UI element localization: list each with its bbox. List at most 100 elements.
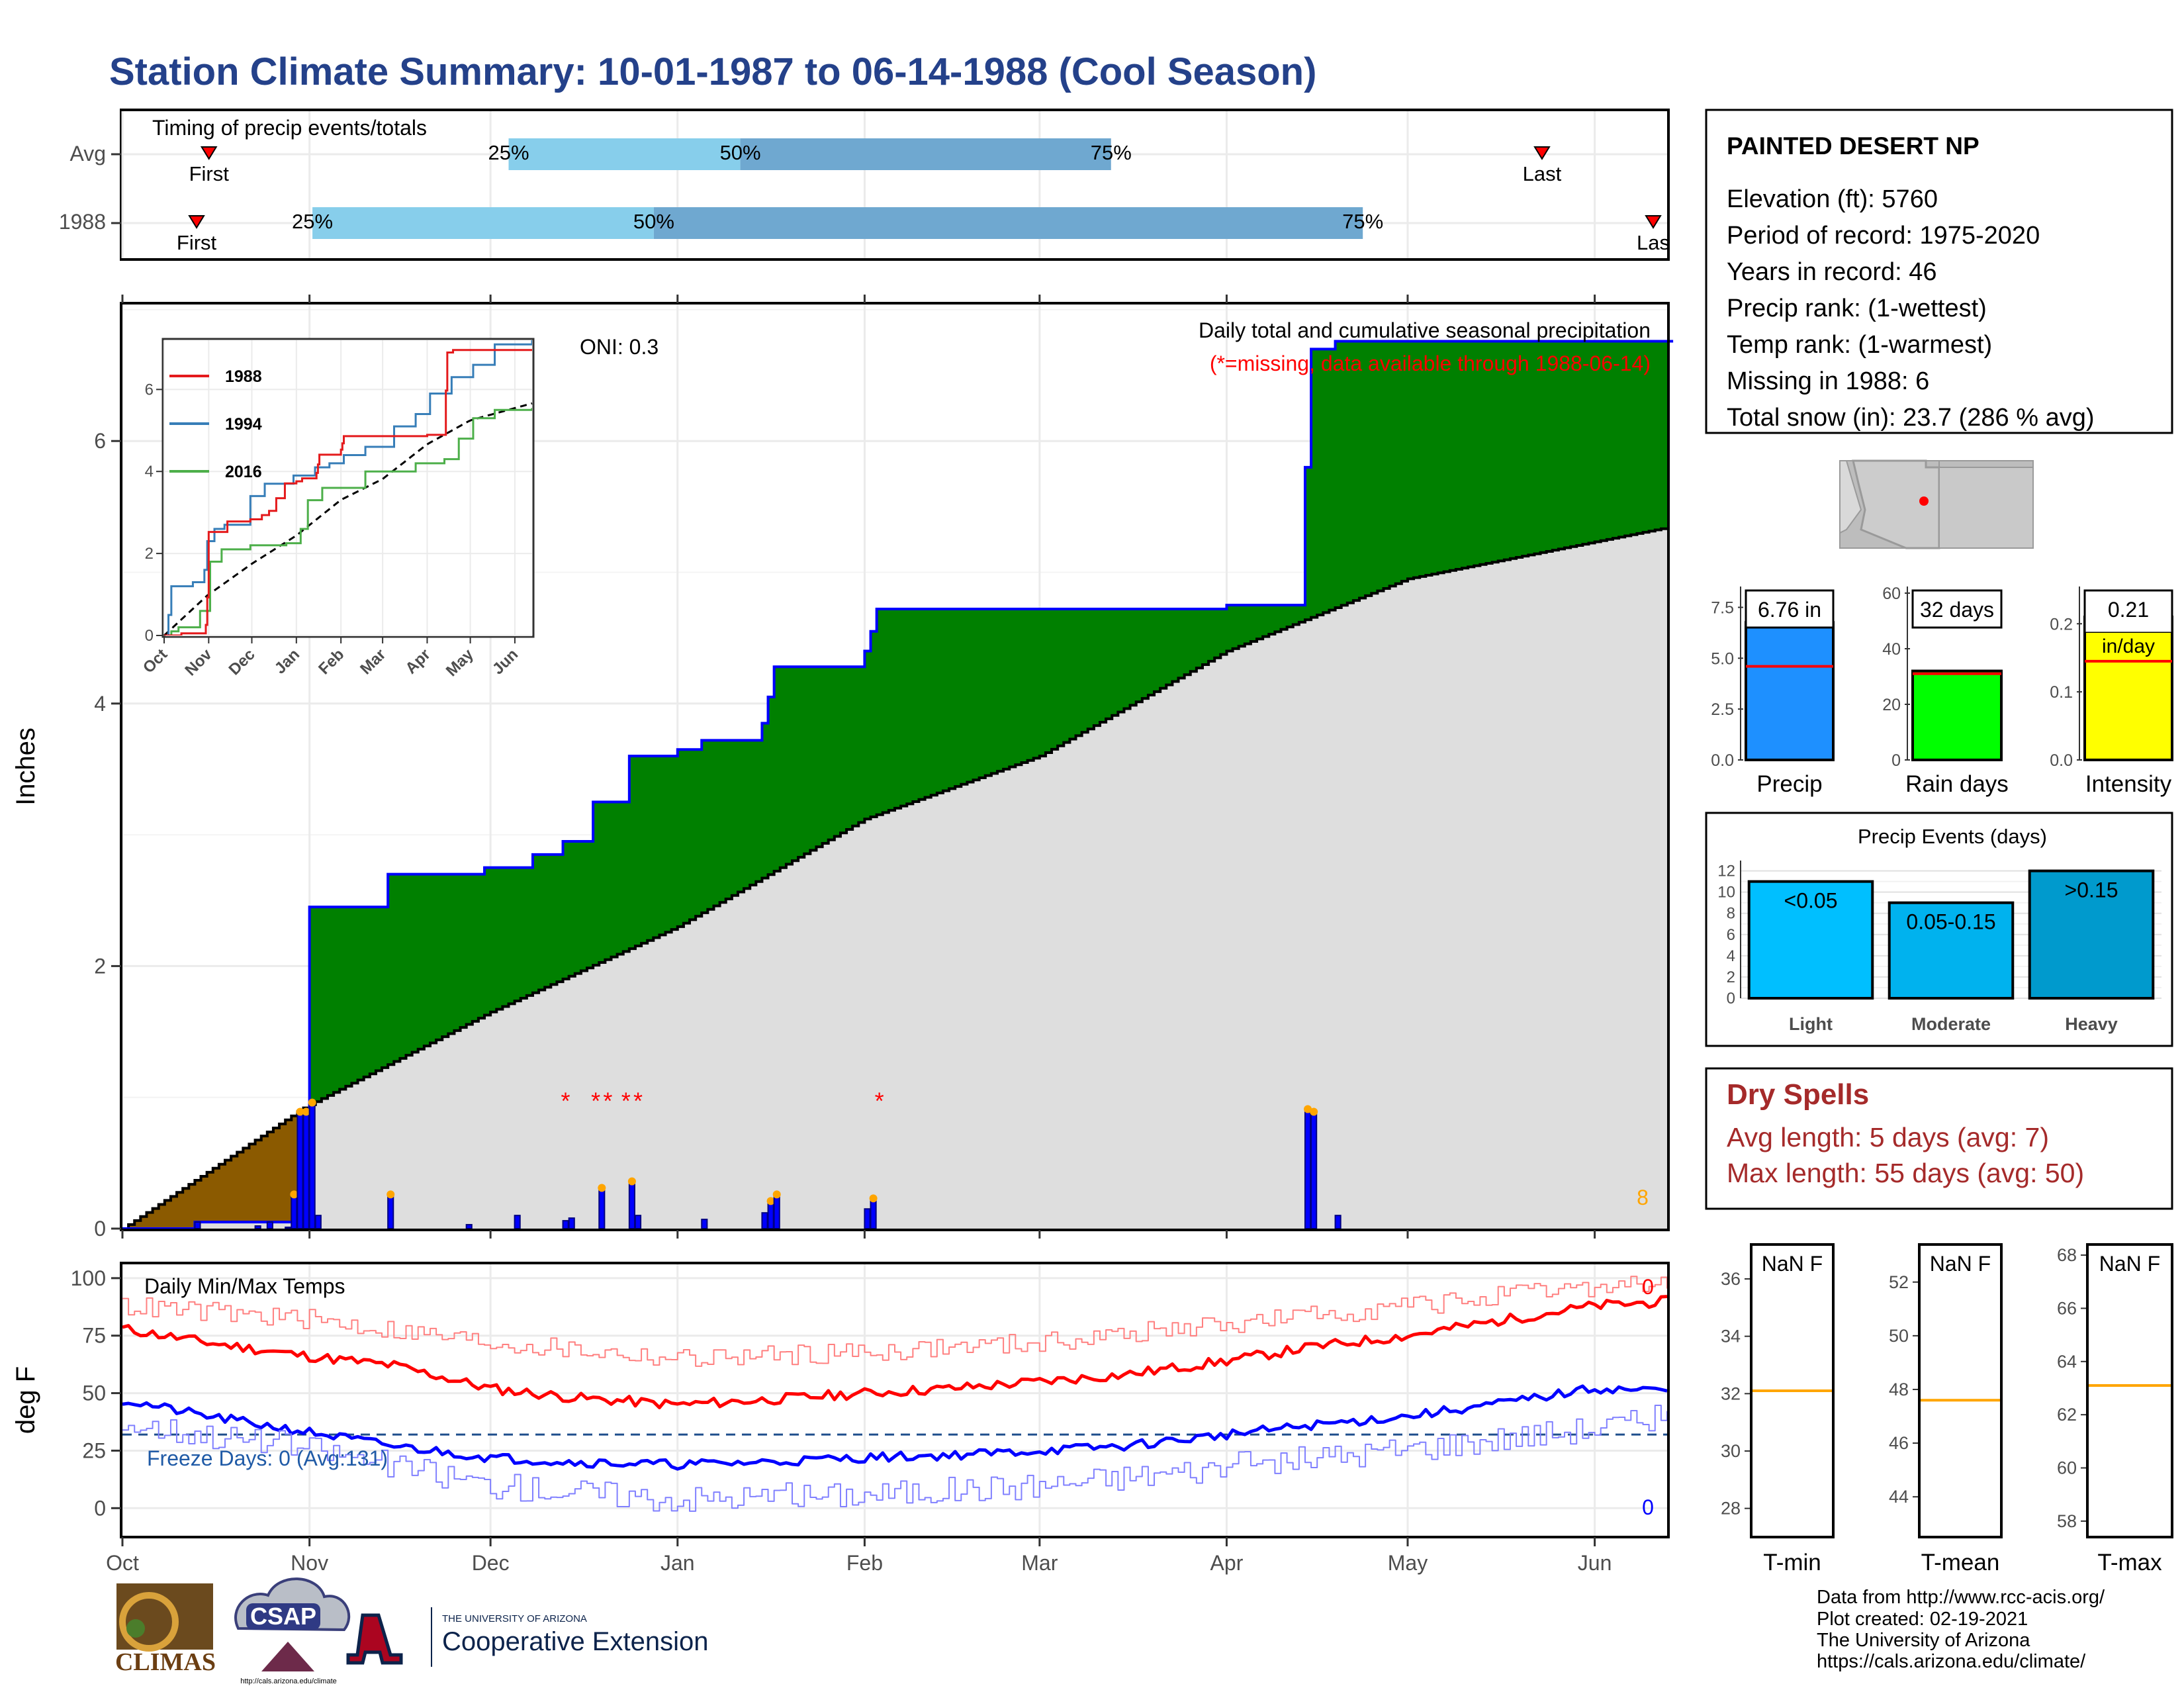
- daily-precip-bar: [598, 1188, 606, 1229]
- tempbox-tick-label: 62: [2057, 1405, 2077, 1425]
- inset-y-tick-label: 2: [145, 545, 154, 563]
- map-state-arizona: [1852, 459, 1940, 549]
- daily-precip-bar: [870, 1199, 877, 1230]
- precip-frame: [120, 302, 1670, 1231]
- climas-leaf-icon: [126, 1619, 145, 1638]
- snow-marker: [290, 1190, 298, 1199]
- timing-label-50: 50%: [720, 141, 761, 164]
- timing-label-75: 75%: [1342, 210, 1383, 233]
- month-tick-label: Oct: [106, 1551, 139, 1575]
- summary-tick-label: 40: [1882, 640, 1901, 659]
- events-tick-label: 8: [1727, 905, 1735, 923]
- snow-marker: [1310, 1107, 1318, 1116]
- daily-precip-bar: [194, 1221, 201, 1229]
- daily-precip-bar: [634, 1215, 642, 1229]
- daily-precip-bar: [308, 1103, 316, 1230]
- month-tick-label: Nov: [291, 1551, 328, 1575]
- tempbox-tick-label: 68: [2057, 1245, 2077, 1265]
- daily-precip-bar: [761, 1212, 768, 1229]
- snow-marker: [387, 1190, 395, 1199]
- missing-data-marker: *: [561, 1088, 570, 1115]
- daily-precip-bar: [254, 1225, 261, 1230]
- daily-precip-bar: [628, 1182, 635, 1229]
- credit-university: The University of Arizona: [1817, 1630, 2030, 1651]
- daily-precip-bar: [1304, 1109, 1312, 1229]
- events-bar-label: <0.05: [1784, 889, 1838, 913]
- ua-logo: THE UNIVERSITY OF ARIZONA Cooperative Ex…: [346, 1607, 708, 1667]
- timing-bar-50-75: [740, 138, 1111, 170]
- daily-precip-bar: [1334, 1215, 1342, 1229]
- snow-marker: [302, 1107, 310, 1116]
- events-category-label: Light: [1789, 1014, 1833, 1034]
- climas-sun-icon: [119, 1592, 179, 1652]
- events-bar-moderate: [1888, 901, 2015, 1000]
- missing-data-marker: *: [633, 1088, 643, 1115]
- month-tick-label: Jan: [660, 1551, 695, 1575]
- temp-y-label: deg F: [11, 1366, 40, 1434]
- missing-data-marker: *: [621, 1088, 631, 1115]
- timing-label-25: 25%: [488, 141, 529, 164]
- dry-spells: Dry Spells Avg length: 5 days (avg: 7) M…: [1705, 1067, 2173, 1210]
- precip-panel: * * * * * * Daily total and cumulative season…: [11, 302, 1674, 1241]
- temp-record-max-line: [122, 1276, 1668, 1367]
- oni-label: ONI: 0.3: [580, 335, 659, 359]
- tempbox-tick-label: 50: [1889, 1326, 1909, 1346]
- summary-tick-label: 0.0: [1711, 751, 1734, 770]
- events-bar-label: 0.05-0.15: [1906, 910, 1995, 934]
- month-tick-label: Jun: [1578, 1551, 1612, 1575]
- tempbox-tick-label: 60: [2057, 1458, 2077, 1478]
- summary-tick-label: 0.2: [2050, 615, 2073, 633]
- ua-line-2: Cooperative Extension: [442, 1627, 708, 1656]
- observed-cumulative-line: [122, 340, 1674, 1230]
- snow-marker: [296, 1107, 304, 1116]
- summary-sub-bg: [2086, 633, 2171, 659]
- timing-last-label: Last: [1523, 162, 1562, 185]
- precip-y-tick-label: 0: [94, 1217, 106, 1241]
- daily-precip-bar: [701, 1219, 708, 1229]
- inset-y-tick-label: 4: [145, 463, 154, 481]
- events-bar-label: >0.15: [2065, 878, 2118, 902]
- tempbox-frame-t-mean: [1918, 1243, 2003, 1538]
- month-tick-label: May: [1388, 1551, 1428, 1575]
- tempbox-tick-label: 46: [1889, 1433, 1909, 1453]
- temp-frame: [120, 1262, 1670, 1538]
- summary-tick-label: 5.0: [1711, 649, 1734, 668]
- missing-note: (*=missing, data available through 1988-…: [1210, 352, 1651, 375]
- month-tick-label: Feb: [846, 1551, 883, 1575]
- timing-label-75: 75%: [1091, 141, 1132, 164]
- station-line-temp-rank: Temp rank: (1-warmest): [1727, 331, 1992, 359]
- precip-y-label: Inches: [11, 727, 40, 806]
- events-category-label: Heavy: [2065, 1014, 2118, 1034]
- station-name: PAINTED DESERT NP: [1727, 132, 1979, 160]
- temp-avg-max-line: [122, 1295, 1668, 1409]
- tempbox-tick-label: 44: [1889, 1487, 1909, 1507]
- events-bar-heavy: [2028, 869, 2155, 1000]
- station-line-elevation: Elevation (ft): 5760: [1727, 185, 1938, 213]
- summary-value-label: 32 days: [1920, 598, 1994, 622]
- inset-legend-label: 2016: [225, 463, 262, 481]
- daily-precip-bar: [314, 1215, 322, 1229]
- station-info: PAINTED DESERT NP Elevation (ft): 5760 P…: [1705, 109, 2173, 434]
- timing-bar-25-50: [312, 207, 654, 239]
- tempbox-value-label: NaN F: [1930, 1252, 1991, 1276]
- summary-tick-label: 0.1: [2050, 683, 2073, 702]
- credit-plot-created: Plot created: 02-19-2021: [1817, 1609, 2028, 1630]
- hot-day-count: 0: [1642, 1275, 1654, 1299]
- freeze-days-label: Freeze Days: 0 (Avg:131): [147, 1446, 388, 1470]
- tempbox-category-label: T-max: [2097, 1550, 2162, 1575]
- daily-precip-bar: [864, 1208, 871, 1230]
- month-tick-label: Apr: [1210, 1551, 1244, 1575]
- timing-row-label-year: 1988: [59, 210, 106, 234]
- daily-precip-bar: [767, 1201, 774, 1230]
- tempbox-tick-label: 66: [2057, 1298, 2077, 1318]
- timing-first-label: First: [177, 231, 217, 254]
- credit-data-source: Data from http://www.rcc-acis.org/: [1817, 1587, 2105, 1608]
- average-cumulative-area: [122, 527, 1667, 1229]
- events-tick-label: 2: [1727, 968, 1735, 986]
- dry-spells-title: Dry Spells: [1727, 1078, 1869, 1111]
- snow-marker: [766, 1197, 775, 1205]
- tempbox-tick-label: 64: [2057, 1352, 2077, 1372]
- climas-wordmark: CLIMAS: [115, 1648, 216, 1676]
- temp-boxes: 28 30 32 34 36 NaN F T-min 44 46 48 50 52 NaN F T-mea…: [1721, 1243, 2173, 1575]
- tempbox-tick-label: 32: [1721, 1383, 1741, 1403]
